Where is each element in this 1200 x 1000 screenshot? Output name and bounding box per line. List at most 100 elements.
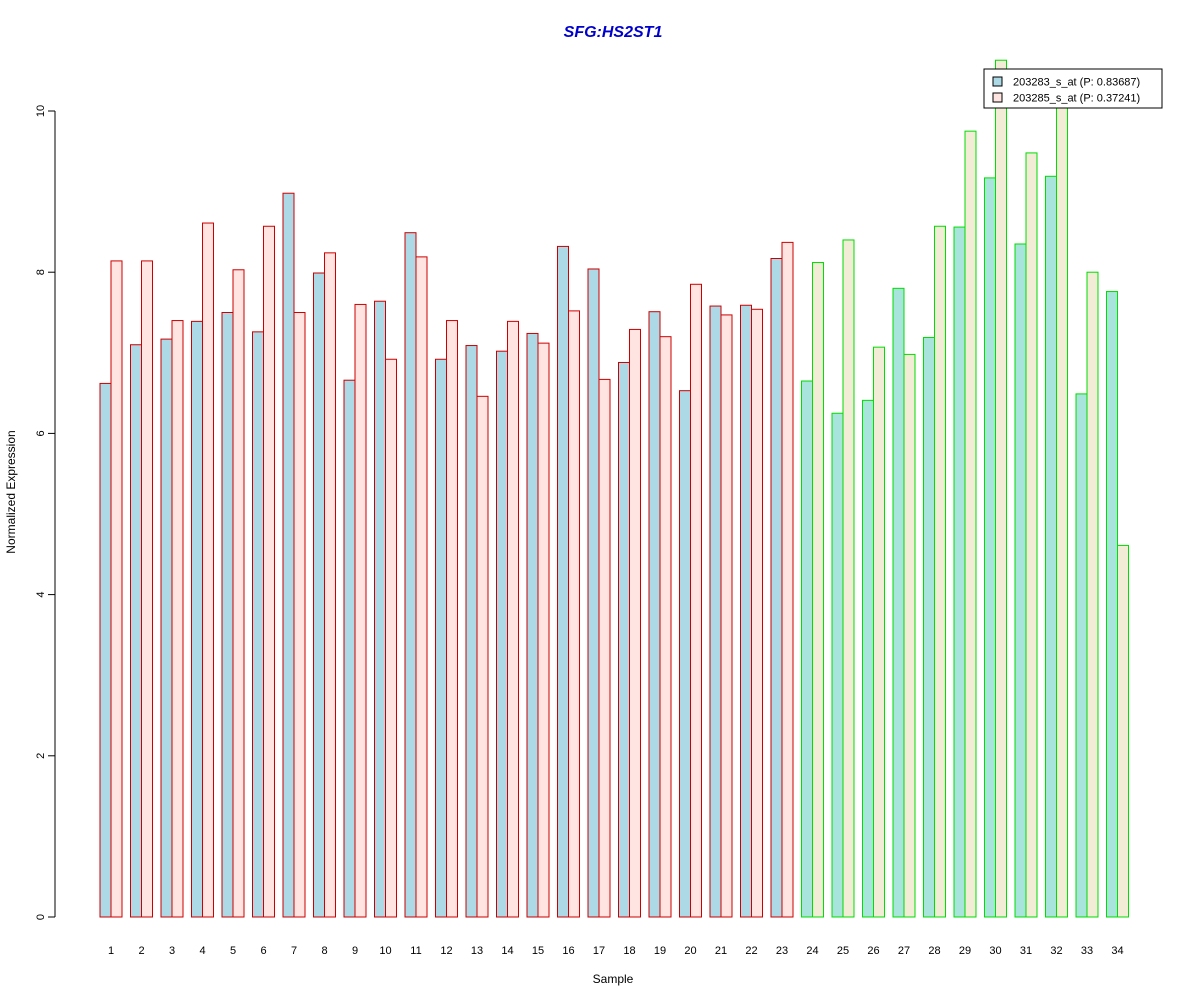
bar-sample-16-series-2: [568, 310, 580, 918]
bar-sample-29-series-2: [964, 130, 977, 918]
x-tick-label: 18: [623, 945, 635, 957]
y-tick-label: 4: [35, 592, 47, 598]
x-tick-label: 26: [867, 945, 879, 957]
bar-sample-6-series-2: [263, 225, 275, 918]
legend-box: [983, 68, 1163, 109]
bar-sample-26-series-1: [862, 399, 874, 918]
bar-sample-5-series-2: [232, 269, 245, 918]
x-tick-label: 30: [989, 945, 1001, 957]
bar-sample-33-series-2: [1086, 271, 1099, 918]
x-tick-label: 29: [959, 945, 971, 957]
chart-title: SFG:HS2ST1: [564, 24, 663, 41]
bar-sample-20-series-1: [679, 390, 691, 918]
bar-sample-31-series-2: [1025, 152, 1038, 918]
x-tick-label: 34: [1111, 945, 1123, 957]
bar-sample-5-series-1: [221, 312, 234, 918]
x-tick-label: 17: [593, 945, 605, 957]
bar-sample-27-series-2: [903, 353, 916, 918]
y-axis-label: Normalized Expression: [4, 430, 18, 553]
x-tick-label: 4: [199, 945, 205, 957]
y-axis: 0 2 4 6 8 10: [35, 105, 56, 920]
bar-sample-17-series-1: [587, 268, 600, 918]
legend-swatch-1: [992, 76, 1003, 87]
bar-sample-10-series-1: [374, 300, 386, 918]
bar-sample-21-series-2: [720, 314, 733, 918]
bar-sample-13-series-2: [476, 395, 489, 918]
bars-group: [99, 59, 1129, 918]
bar-sample-25-series-1: [831, 412, 844, 918]
x-tick-label: 11: [410, 945, 421, 957]
bar-sample-11-series-2: [415, 256, 428, 918]
x-tick-label: 32: [1050, 945, 1062, 957]
x-tick-label: 20: [684, 945, 696, 957]
y-tick-label: 6: [35, 430, 47, 436]
bar-sample-2-series-1: [130, 344, 142, 918]
bar-sample-1-series-2: [110, 260, 123, 918]
x-tick-label: 7: [291, 945, 297, 957]
bar-sample-17-series-2: [598, 378, 611, 918]
x-tick-label: 9: [352, 945, 358, 957]
x-tick-label: 28: [928, 945, 940, 957]
x-axis-label: Sample: [593, 972, 634, 986]
x-tick-label: 19: [654, 945, 666, 957]
bar-sample-9-series-2: [354, 303, 367, 918]
legend-entry-1: 203283_s_at (P: 0.83687): [1013, 77, 1140, 89]
bar-sample-14-series-1: [496, 350, 508, 918]
bar-sample-6-series-1: [252, 331, 264, 918]
x-tick-label: 16: [562, 945, 574, 957]
bar-sample-24-series-1: [801, 380, 813, 918]
bar-sample-34-series-1: [1106, 291, 1118, 918]
x-tick-label: 27: [898, 945, 910, 957]
bar-sample-4-series-1: [191, 320, 203, 918]
legend-entry-2: 203285_s_at (P: 0.37241): [1013, 93, 1140, 105]
legend-swatch-2: [992, 92, 1003, 103]
bar-sample-32-series-2: [1056, 100, 1068, 918]
bar-sample-3-series-2: [171, 320, 184, 918]
bar-sample-13-series-1: [465, 345, 478, 918]
bar-sample-15-series-1: [526, 332, 539, 918]
bar-sample-10-series-2: [385, 358, 397, 918]
bar-sample-34-series-2: [1117, 544, 1129, 918]
bar-sample-18-series-1: [618, 361, 630, 918]
bar-sample-18-series-2: [629, 328, 641, 918]
x-tick-label: 3: [169, 945, 175, 957]
bar-sample-16-series-1: [557, 245, 569, 918]
y-tick-label: 10: [35, 105, 47, 117]
bar-sample-21-series-1: [709, 305, 722, 918]
y-tick-label: 2: [35, 753, 47, 759]
bar-sample-33-series-1: [1075, 393, 1088, 918]
bar-sample-2-series-2: [141, 260, 153, 918]
bar-sample-1-series-1: [99, 382, 112, 918]
bar-sample-30-series-2: [995, 59, 1007, 918]
x-axis: 1 2 3 4 5 6 7 8 9 10 11 12 13 14 15 16 17 18 19 20 21 22 23 24 2…: [108, 945, 1124, 957]
x-tick-label: 25: [837, 945, 849, 957]
x-tick-label: 22: [745, 945, 757, 957]
bar-sample-7-series-1: [282, 192, 295, 918]
bar-sample-12-series-1: [435, 358, 447, 918]
x-tick-label: 31: [1020, 945, 1032, 957]
x-tick-label: 21: [715, 945, 727, 957]
y-tick-label: 0: [35, 914, 47, 920]
x-tick-label: 8: [321, 945, 327, 957]
x-tick-label: 24: [806, 945, 818, 957]
x-tick-label: 5: [230, 945, 236, 957]
bar-sample-14-series-2: [507, 320, 519, 918]
x-tick-label: 1: [108, 945, 114, 957]
legend: 203283_s_at (P: 0.83687) 203285_s_at (P: …: [983, 68, 1163, 109]
bar-sample-15-series-2: [537, 342, 550, 918]
bar-sample-12-series-2: [446, 320, 458, 918]
x-tick-label: 12: [440, 945, 452, 957]
bar-sample-29-series-1: [953, 226, 966, 918]
bar-sample-19-series-1: [648, 311, 661, 918]
bar-sample-28-series-1: [923, 336, 935, 918]
x-tick-label: 23: [776, 945, 788, 957]
bar-sample-23-series-2: [781, 241, 794, 918]
bar-sample-3-series-1: [160, 338, 173, 918]
bar-sample-28-series-2: [934, 225, 946, 918]
x-tick-label: 2: [138, 945, 144, 957]
bar-sample-27-series-1: [892, 287, 905, 918]
bar-sample-24-series-2: [812, 262, 824, 918]
x-tick-label: 6: [260, 945, 266, 957]
bar-sample-30-series-1: [984, 177, 996, 918]
